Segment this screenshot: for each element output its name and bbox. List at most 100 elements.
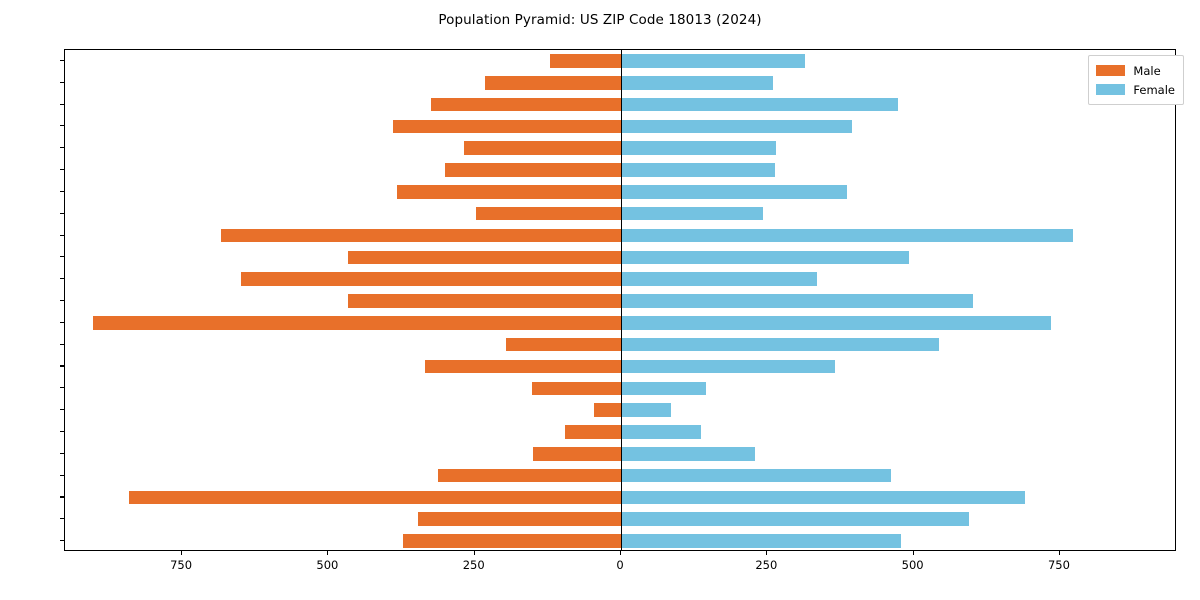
y-axis-tick-mark [60,278,64,280]
bar-male [550,54,621,68]
x-axis-tick-mark [620,551,622,555]
bar-row [65,97,1175,112]
y-axis-tick-mark [60,234,64,236]
bar-male [438,468,621,483]
x-axis-tick-mark [327,551,329,555]
bar-row [65,512,1175,527]
bar-female [621,337,939,352]
y-axis-tick-mark [60,518,64,520]
bar-female [621,228,1074,243]
y-axis-tick-mark [60,343,64,345]
x-axis-tick-mark [181,551,183,555]
bar-female [621,272,818,286]
y-axis-tick-mark [60,430,64,433]
y-axis-tick-mark [60,212,64,214]
bar-female [621,119,853,134]
bar-male [594,403,621,417]
bar-female [621,534,902,548]
chart-title: Population Pyramid: US ZIP Code 18013 (2… [438,12,762,28]
y-axis-tick-mark [60,496,64,498]
x-axis-tick-label: 750 [170,558,193,572]
y-axis-tick-mark [60,59,64,61]
plot-area [64,49,1176,551]
bar-male [397,185,621,199]
bar-row [65,447,1175,461]
bar-row [65,316,1175,330]
bar-male [403,534,621,548]
y-axis-tick-mark [60,387,64,389]
bars-layer [65,50,1175,550]
bar-row [65,163,1175,177]
y-axis-tick-mark [60,409,64,411]
bar-row [65,185,1175,199]
y-axis-tick-mark [60,190,64,192]
bar-row [65,272,1175,286]
bar-male [424,359,621,374]
y-axis-tick-mark [60,256,64,258]
x-axis-tick-label: 750 [1047,558,1070,572]
y-axis-tick-mark [60,474,64,476]
x-axis-tick-label: 0 [616,558,624,572]
bar-row [65,294,1175,308]
bar-female [621,163,775,177]
bar-row [65,228,1175,243]
legend-color-swatch [1096,84,1126,95]
bar-male [533,447,621,461]
x-axis-tick-mark [912,551,914,555]
bar-female [621,447,756,461]
bar-male [392,119,621,134]
bar-female [621,359,836,374]
bar-row [65,403,1175,417]
bar-male [348,294,621,308]
bar-row [65,337,1175,352]
bar-female [621,141,777,155]
y-axis-tick-mark [60,103,64,105]
bar-female [621,512,970,527]
bar-female [621,468,891,483]
bar-female [621,294,973,308]
bar-male [347,250,621,265]
bar-row [65,359,1175,374]
bar-female [621,185,847,199]
y-axis-tick-mark [60,81,64,83]
bar-female [621,97,899,112]
x-axis-tick-label: 250 [755,558,778,572]
bar-male [240,272,621,286]
bar-male [418,512,621,527]
bar-row [65,490,1175,505]
bar-row [65,425,1175,439]
legend-entry: Female [1096,80,1175,99]
bar-female [621,54,805,68]
legend-label: Male [1133,63,1161,78]
bar-male [445,163,621,177]
bar-female [621,206,763,221]
bar-row [65,381,1175,396]
y-axis-tick-mark [60,540,64,542]
bar-male [485,75,621,90]
bar-row [65,141,1175,155]
x-axis-tick-mark [766,551,768,555]
bar-row [65,54,1175,68]
bar-male [506,337,621,352]
bar-row [65,75,1175,90]
bar-female [621,403,671,417]
chart-legend: Male Female [1088,55,1184,105]
bar-male [564,425,621,439]
bar-male [431,97,621,112]
x-axis-tick-label: 500 [901,558,924,572]
bar-male [221,228,621,243]
legend-label: Female [1133,82,1175,97]
y-axis-tick-mark [60,125,64,127]
bar-female [621,250,909,265]
y-axis-tick-mark [60,300,64,302]
bar-female [621,75,774,90]
legend-entry: Male [1096,61,1175,80]
bar-male [128,490,621,505]
bar-row [65,468,1175,483]
bar-female [621,490,1025,505]
bar-row [65,534,1175,548]
x-axis-tick-mark [1058,551,1061,555]
bar-female [621,381,707,396]
x-axis-tick-mark [473,551,475,555]
